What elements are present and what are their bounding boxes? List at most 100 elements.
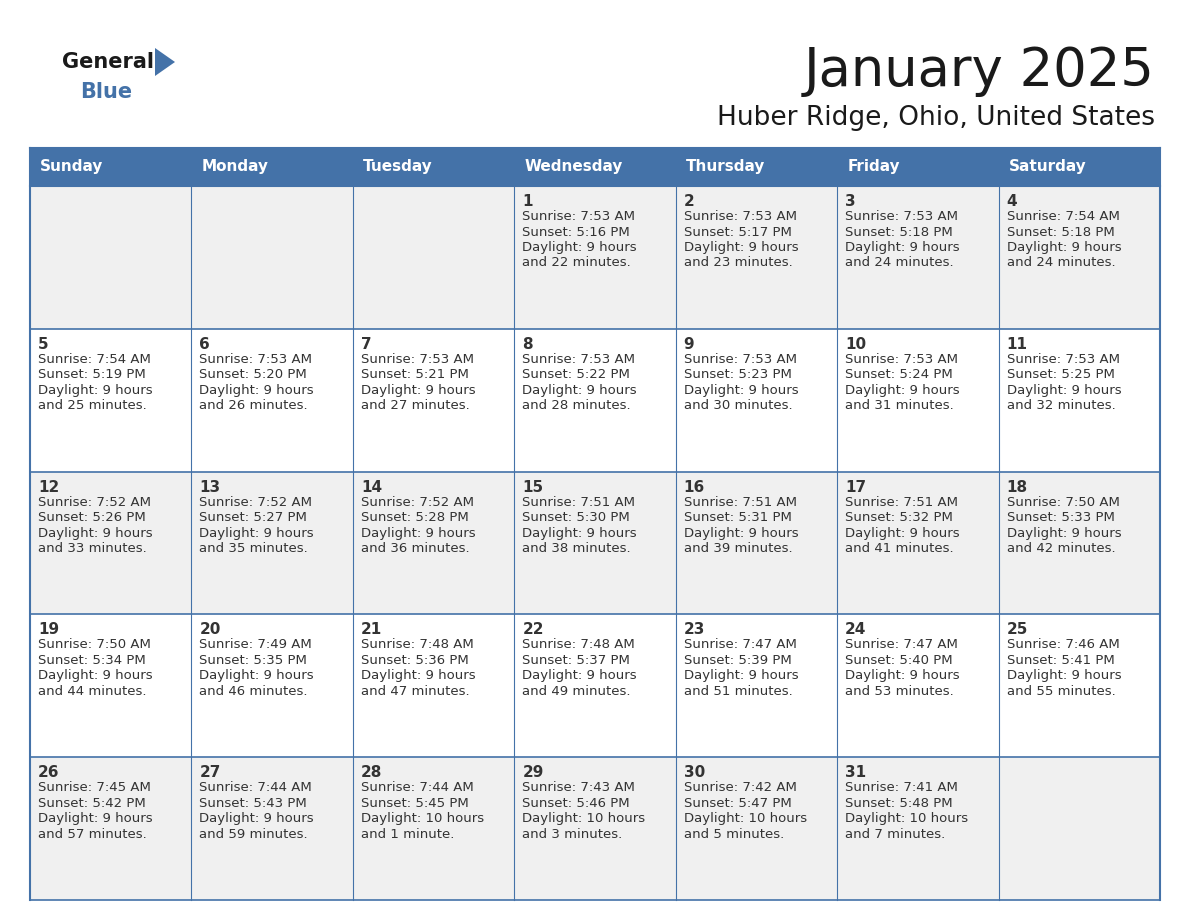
- Text: Sunset: 5:36 PM: Sunset: 5:36 PM: [361, 654, 468, 666]
- Bar: [191, 614, 353, 757]
- Bar: [30, 757, 191, 900]
- Text: Friday: Friday: [847, 160, 899, 174]
- Bar: [999, 186, 1159, 329]
- Text: 25: 25: [1006, 622, 1028, 637]
- Bar: [838, 757, 999, 900]
- Text: Sunrise: 7:47 AM: Sunrise: 7:47 AM: [684, 638, 797, 652]
- Text: and 22 minutes.: and 22 minutes.: [523, 256, 631, 270]
- Text: Daylight: 9 hours: Daylight: 9 hours: [361, 384, 475, 397]
- Text: Sunrise: 7:46 AM: Sunrise: 7:46 AM: [1006, 638, 1119, 652]
- Text: Sunset: 5:31 PM: Sunset: 5:31 PM: [684, 511, 791, 524]
- Text: Sunrise: 7:48 AM: Sunrise: 7:48 AM: [361, 638, 474, 652]
- Text: Daylight: 9 hours: Daylight: 9 hours: [845, 669, 960, 682]
- Text: 14: 14: [361, 479, 383, 495]
- Text: Sunrise: 7:51 AM: Sunrise: 7:51 AM: [845, 496, 959, 509]
- Text: Blue: Blue: [80, 82, 132, 102]
- Text: 29: 29: [523, 766, 544, 780]
- Text: and 28 minutes.: and 28 minutes.: [523, 399, 631, 412]
- Text: 2: 2: [684, 194, 695, 209]
- Text: and 59 minutes.: and 59 minutes.: [200, 828, 308, 841]
- Text: Sunrise: 7:50 AM: Sunrise: 7:50 AM: [38, 638, 151, 652]
- Bar: [514, 186, 676, 329]
- Text: and 44 minutes.: and 44 minutes.: [38, 685, 146, 698]
- Text: and 27 minutes.: and 27 minutes.: [361, 399, 469, 412]
- Bar: [676, 329, 838, 472]
- Text: Daylight: 9 hours: Daylight: 9 hours: [38, 669, 152, 682]
- Text: Sunrise: 7:53 AM: Sunrise: 7:53 AM: [845, 353, 959, 365]
- Text: and 3 minutes.: and 3 minutes.: [523, 828, 623, 841]
- Text: Daylight: 9 hours: Daylight: 9 hours: [523, 669, 637, 682]
- Bar: [999, 614, 1159, 757]
- Bar: [353, 329, 514, 472]
- Text: 4: 4: [1006, 194, 1017, 209]
- Text: Daylight: 9 hours: Daylight: 9 hours: [684, 527, 798, 540]
- Bar: [676, 148, 838, 186]
- Text: Sunset: 5:21 PM: Sunset: 5:21 PM: [361, 368, 469, 381]
- Text: Daylight: 9 hours: Daylight: 9 hours: [1006, 384, 1121, 397]
- Text: Sunset: 5:20 PM: Sunset: 5:20 PM: [200, 368, 308, 381]
- Text: General: General: [62, 52, 154, 72]
- Text: Sunset: 5:18 PM: Sunset: 5:18 PM: [845, 226, 953, 239]
- Text: and 24 minutes.: and 24 minutes.: [845, 256, 954, 270]
- Text: 10: 10: [845, 337, 866, 352]
- Text: Sunrise: 7:53 AM: Sunrise: 7:53 AM: [523, 353, 636, 365]
- Text: Sunset: 5:16 PM: Sunset: 5:16 PM: [523, 226, 630, 239]
- Bar: [30, 186, 191, 329]
- Text: Sunrise: 7:51 AM: Sunrise: 7:51 AM: [684, 496, 797, 509]
- Text: Daylight: 9 hours: Daylight: 9 hours: [38, 527, 152, 540]
- Text: 7: 7: [361, 337, 372, 352]
- Text: and 41 minutes.: and 41 minutes.: [845, 543, 954, 555]
- Text: and 35 minutes.: and 35 minutes.: [200, 543, 308, 555]
- Bar: [30, 329, 191, 472]
- Text: Sunset: 5:47 PM: Sunset: 5:47 PM: [684, 797, 791, 810]
- Text: Sunset: 5:37 PM: Sunset: 5:37 PM: [523, 654, 630, 666]
- Text: 28: 28: [361, 766, 383, 780]
- Text: Daylight: 9 hours: Daylight: 9 hours: [1006, 241, 1121, 254]
- Text: Daylight: 9 hours: Daylight: 9 hours: [523, 241, 637, 254]
- Text: Sunrise: 7:50 AM: Sunrise: 7:50 AM: [1006, 496, 1119, 509]
- Text: Sunrise: 7:52 AM: Sunrise: 7:52 AM: [38, 496, 151, 509]
- Text: Sunset: 5:30 PM: Sunset: 5:30 PM: [523, 511, 630, 524]
- Text: and 25 minutes.: and 25 minutes.: [38, 399, 147, 412]
- Text: Sunset: 5:32 PM: Sunset: 5:32 PM: [845, 511, 953, 524]
- Text: and 23 minutes.: and 23 minutes.: [684, 256, 792, 270]
- Text: 27: 27: [200, 766, 221, 780]
- Text: and 36 minutes.: and 36 minutes.: [361, 543, 469, 555]
- Text: Sunrise: 7:53 AM: Sunrise: 7:53 AM: [361, 353, 474, 365]
- Bar: [676, 614, 838, 757]
- Text: and 5 minutes.: and 5 minutes.: [684, 828, 784, 841]
- Text: Sunrise: 7:52 AM: Sunrise: 7:52 AM: [361, 496, 474, 509]
- Text: 8: 8: [523, 337, 533, 352]
- Text: Sunset: 5:18 PM: Sunset: 5:18 PM: [1006, 226, 1114, 239]
- Text: and 51 minutes.: and 51 minutes.: [684, 685, 792, 698]
- Text: Daylight: 10 hours: Daylight: 10 hours: [684, 812, 807, 825]
- Bar: [191, 148, 353, 186]
- Bar: [353, 148, 514, 186]
- Text: Sunset: 5:28 PM: Sunset: 5:28 PM: [361, 511, 468, 524]
- Text: Sunrise: 7:53 AM: Sunrise: 7:53 AM: [1006, 353, 1119, 365]
- Polygon shape: [154, 48, 175, 76]
- Text: Sunset: 5:23 PM: Sunset: 5:23 PM: [684, 368, 791, 381]
- Text: Sunrise: 7:41 AM: Sunrise: 7:41 AM: [845, 781, 958, 794]
- Text: and 1 minute.: and 1 minute.: [361, 828, 454, 841]
- Text: Sunrise: 7:53 AM: Sunrise: 7:53 AM: [684, 353, 797, 365]
- Text: Daylight: 10 hours: Daylight: 10 hours: [845, 812, 968, 825]
- Text: 15: 15: [523, 479, 543, 495]
- Bar: [999, 472, 1159, 614]
- Text: Sunrise: 7:45 AM: Sunrise: 7:45 AM: [38, 781, 151, 794]
- Text: 24: 24: [845, 622, 866, 637]
- Text: Daylight: 9 hours: Daylight: 9 hours: [361, 669, 475, 682]
- Text: Daylight: 10 hours: Daylight: 10 hours: [523, 812, 645, 825]
- Text: 18: 18: [1006, 479, 1028, 495]
- Text: 20: 20: [200, 622, 221, 637]
- Text: 26: 26: [38, 766, 59, 780]
- Text: and 33 minutes.: and 33 minutes.: [38, 543, 147, 555]
- Text: Sunrise: 7:49 AM: Sunrise: 7:49 AM: [200, 638, 312, 652]
- Text: Daylight: 9 hours: Daylight: 9 hours: [200, 527, 314, 540]
- Text: Sunset: 5:22 PM: Sunset: 5:22 PM: [523, 368, 630, 381]
- Text: and 49 minutes.: and 49 minutes.: [523, 685, 631, 698]
- Bar: [838, 614, 999, 757]
- Text: 5: 5: [38, 337, 49, 352]
- Text: Monday: Monday: [202, 160, 268, 174]
- Text: and 46 minutes.: and 46 minutes.: [200, 685, 308, 698]
